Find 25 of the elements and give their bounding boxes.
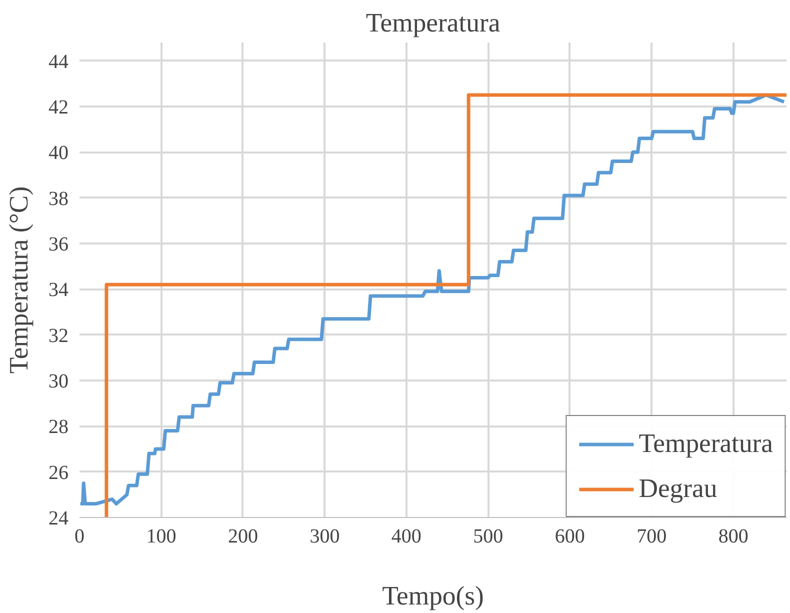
x-axis-title: Tempo(s) bbox=[382, 580, 484, 610]
y-tick-label: 28 bbox=[48, 416, 68, 438]
y-tick-label: 38 bbox=[48, 188, 68, 210]
y-tick-label: 44 bbox=[48, 50, 68, 73]
x-tick-label: 700 bbox=[636, 526, 667, 548]
y-tick-label: 30 bbox=[48, 370, 68, 392]
y-tick-label: 42 bbox=[48, 96, 68, 118]
chart-title: Temperatura bbox=[366, 8, 500, 38]
x-tick-label: 200 bbox=[228, 526, 258, 548]
x-tick-label: 600 bbox=[554, 526, 585, 548]
x-tick-label: 100 bbox=[146, 526, 176, 548]
y-tick-label: 34 bbox=[48, 279, 68, 302]
y-tick-label: 24 bbox=[48, 508, 68, 530]
y-tick-label: 32 bbox=[48, 324, 68, 347]
y-axis-title: Temperatura (°C) bbox=[4, 186, 34, 374]
y-tick-label: 26 bbox=[48, 462, 68, 484]
legend-label: Temperatura bbox=[638, 428, 773, 459]
x-tick-label: 400 bbox=[391, 526, 422, 548]
x-tick-label: 0 bbox=[74, 526, 84, 548]
x-tick-label: 800 bbox=[718, 526, 748, 548]
y-tick-label: 36 bbox=[48, 233, 68, 256]
y-tick-label: 40 bbox=[48, 142, 68, 164]
legend-label: Degrau bbox=[638, 473, 718, 504]
x-tick-label: 500 bbox=[473, 526, 504, 548]
x-tick-label: 300 bbox=[310, 526, 340, 548]
